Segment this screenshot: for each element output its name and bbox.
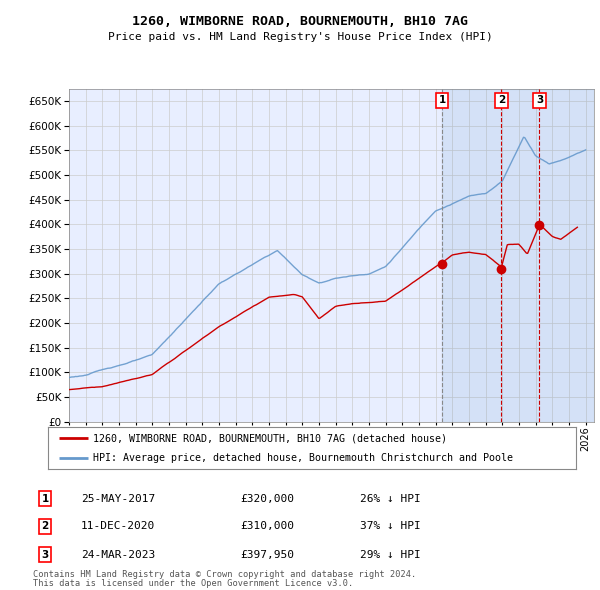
- Text: 1260, WIMBORNE ROAD, BOURNEMOUTH, BH10 7AG (detached house): 1260, WIMBORNE ROAD, BOURNEMOUTH, BH10 7…: [93, 434, 447, 444]
- Text: HPI: Average price, detached house, Bournemouth Christchurch and Poole: HPI: Average price, detached house, Bour…: [93, 454, 513, 463]
- Text: £310,000: £310,000: [240, 522, 294, 531]
- Text: 26% ↓ HPI: 26% ↓ HPI: [360, 494, 421, 503]
- Text: £397,950: £397,950: [240, 550, 294, 559]
- Text: 3: 3: [41, 550, 49, 559]
- Text: £320,000: £320,000: [240, 494, 294, 503]
- Text: 11-DEC-2020: 11-DEC-2020: [81, 522, 155, 531]
- Text: 24-MAR-2023: 24-MAR-2023: [81, 550, 155, 559]
- Bar: [442, 88, 594, 422]
- Text: 29% ↓ HPI: 29% ↓ HPI: [360, 550, 421, 559]
- Text: 2: 2: [41, 522, 49, 531]
- Text: 1: 1: [41, 494, 49, 503]
- Text: 2: 2: [498, 95, 505, 105]
- Text: This data is licensed under the Open Government Licence v3.0.: This data is licensed under the Open Gov…: [33, 579, 353, 588]
- Text: 1260, WIMBORNE ROAD, BOURNEMOUTH, BH10 7AG: 1260, WIMBORNE ROAD, BOURNEMOUTH, BH10 7…: [132, 15, 468, 28]
- Text: Price paid vs. HM Land Registry's House Price Index (HPI): Price paid vs. HM Land Registry's House …: [107, 32, 493, 42]
- Text: 37% ↓ HPI: 37% ↓ HPI: [360, 522, 421, 531]
- Text: Contains HM Land Registry data © Crown copyright and database right 2024.: Contains HM Land Registry data © Crown c…: [33, 571, 416, 579]
- Text: 25-MAY-2017: 25-MAY-2017: [81, 494, 155, 503]
- Text: 1: 1: [439, 95, 446, 105]
- Text: 3: 3: [536, 95, 543, 105]
